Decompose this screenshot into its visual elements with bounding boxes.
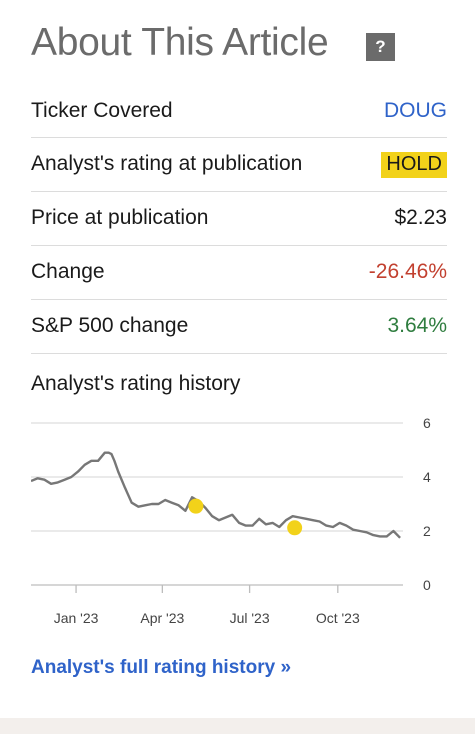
x-tick-label: Jul '23 (230, 610, 270, 626)
page-title: About This Article (31, 21, 329, 64)
ticker-link[interactable]: DOUG (384, 99, 447, 122)
rating-row: Analyst's rating at publication HOLD (31, 138, 447, 192)
rating-history-label: Analyst's rating history (31, 372, 241, 395)
price-row: Price at publication $2.23 (31, 192, 447, 246)
x-tick-label: Apr '23 (140, 610, 184, 626)
full-rating-history-link[interactable]: Analyst's full rating history » (31, 657, 292, 678)
y-tick-label: 4 (423, 469, 431, 485)
y-tick-label: 0 (423, 577, 431, 593)
footer-strip (0, 718, 475, 734)
rating-label: Analyst's rating at publication (31, 152, 303, 175)
rating-history-line (31, 451, 401, 539)
about-article-card: About This Article ? Ticker Covered DOUG… (31, 0, 447, 678)
rating-marker (188, 498, 204, 514)
hold-rating-badge: HOLD (381, 152, 447, 178)
rating-history-chart: 0 2 4 6 Jan '23 Apr '23 Jul '23 Oct '23 (31, 415, 431, 626)
x-tick-label: Oct '23 (316, 610, 360, 626)
rating-marker (287, 520, 303, 536)
ticker-label: Ticker Covered (31, 99, 173, 122)
sp500-label: S&P 500 change (31, 314, 189, 337)
ticker-row: Ticker Covered DOUG (31, 84, 447, 138)
price-value: $2.23 (394, 206, 447, 229)
change-value: -26.46% (368, 260, 447, 283)
change-row: Change -26.46% (31, 246, 447, 300)
x-tick-label: Jan '23 (54, 610, 99, 626)
sp500-value: 3.64% (387, 314, 447, 337)
y-tick-label: 2 (423, 523, 431, 539)
help-icon[interactable]: ? (366, 33, 395, 61)
sp500-row: S&P 500 change 3.64% (31, 300, 447, 354)
title-row: About This Article ? (31, 0, 447, 84)
y-tick-label: 6 (423, 415, 431, 431)
price-label: Price at publication (31, 206, 209, 229)
change-label: Change (31, 260, 105, 283)
